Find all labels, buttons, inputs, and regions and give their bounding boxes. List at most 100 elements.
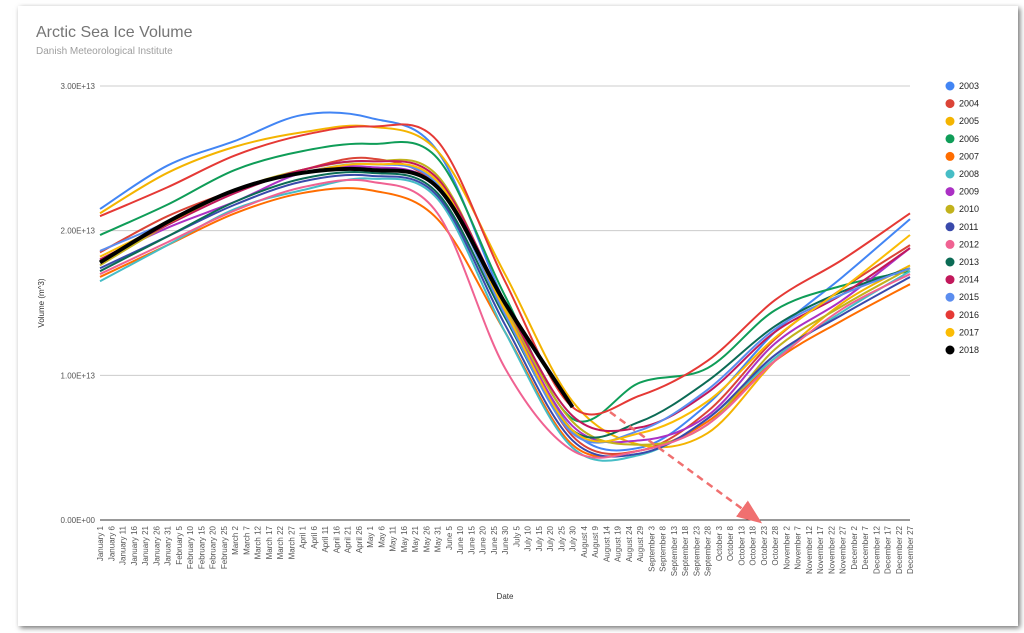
legend-marker-2003 <box>945 81 955 91</box>
x-tick-label: March 17 <box>265 525 274 559</box>
x-tick-label: August 24 <box>625 525 634 562</box>
x-tick-label: December 17 <box>884 525 893 574</box>
x-tick-label: August 4 <box>580 525 589 557</box>
legend-marker-2013 <box>945 257 955 267</box>
x-tick-label: March 22 <box>276 525 285 559</box>
legend-label-2005: 2005 <box>959 116 979 126</box>
x-tick-label: July 30 <box>569 525 578 551</box>
legend-marker-2016 <box>945 310 955 320</box>
x-tick-label: June 10 <box>456 525 465 554</box>
x-tick-label: January 1 <box>96 525 105 561</box>
x-tick-label: September 8 <box>659 525 668 571</box>
x-tick-label: October 23 <box>760 525 769 565</box>
legend-label-2006: 2006 <box>959 134 979 144</box>
x-tick-label: September 28 <box>704 525 713 576</box>
x-axis-title: Date <box>497 592 514 601</box>
legend-label-2008: 2008 <box>959 169 979 179</box>
x-tick-label: April 6 <box>310 525 319 548</box>
legend-marker-2005 <box>945 116 955 126</box>
x-tick-label: September 18 <box>681 525 690 576</box>
series-line-2008 <box>99 177 911 462</box>
legend-label-2007: 2007 <box>959 151 979 161</box>
x-tick-label: October 8 <box>726 525 735 561</box>
x-tick-label: June 20 <box>479 525 488 554</box>
x-tick-label: October 18 <box>749 525 758 565</box>
y-tick-label: 2.00E+13 <box>61 227 96 236</box>
series-line-2011 <box>99 173 911 458</box>
x-tick-label: April 16 <box>332 525 341 553</box>
x-tick-label: April 21 <box>344 525 353 553</box>
legend-label-2014: 2014 <box>959 275 979 285</box>
x-tick-label: July 25 <box>557 525 566 551</box>
x-tick-label: January 21 <box>141 525 150 565</box>
x-tick-label: April 11 <box>321 525 330 552</box>
series-line-2018 <box>98 166 575 409</box>
x-tick-label: July 20 <box>546 525 555 551</box>
x-tick-label: June 15 <box>467 525 476 554</box>
x-tick-label: April 26 <box>355 525 364 553</box>
x-tick-label: June 30 <box>501 525 510 554</box>
x-tick-label: January 26 <box>152 525 161 565</box>
x-tick-label: May 31 <box>434 525 443 552</box>
x-tick-label: July 10 <box>524 525 533 551</box>
x-tick-label: May 21 <box>411 525 420 552</box>
legend-marker-2004 <box>945 99 955 109</box>
x-tick-label: December 27 <box>906 525 915 574</box>
x-tick-label: September 3 <box>647 525 656 571</box>
x-tick-label: May 26 <box>422 525 431 552</box>
series-line-2016 <box>99 123 911 416</box>
x-tick-label: November 12 <box>805 525 814 574</box>
legend-label-2012: 2012 <box>959 239 979 249</box>
x-tick-label: February 5 <box>175 525 184 564</box>
annotation-arrow <box>609 410 763 524</box>
x-tick-label: May 1 <box>366 525 375 547</box>
x-tick-label: July 15 <box>535 525 544 551</box>
series-line-2013 <box>99 171 911 439</box>
x-tick-label: October 3 <box>715 525 724 561</box>
legend-marker-2015 <box>945 292 955 302</box>
x-tick-label: February 20 <box>209 525 218 569</box>
legend-label-2017: 2017 <box>959 327 979 337</box>
x-tick-label: November 27 <box>839 525 848 574</box>
x-tick-label: February 15 <box>197 525 206 569</box>
legend-label-2015: 2015 <box>959 292 979 302</box>
legend-marker-2011 <box>945 222 955 232</box>
x-tick-label: November 7 <box>794 525 803 569</box>
x-tick-label: January 16 <box>130 525 139 565</box>
y-tick-label: 1.00E+13 <box>61 371 96 380</box>
x-tick-label: October 13 <box>737 525 746 565</box>
legend-marker-2008 <box>945 169 955 179</box>
series-line-2005 <box>99 124 911 449</box>
legend-marker-2007 <box>945 151 955 161</box>
x-tick-label: September 13 <box>670 525 679 576</box>
x-tick-label: December 2 <box>850 525 859 569</box>
x-tick-label: January 11 <box>119 525 128 565</box>
x-tick-label: August 29 <box>636 525 645 562</box>
legend-marker-2010 <box>945 204 955 214</box>
x-tick-label: January 31 <box>164 525 173 565</box>
y-tick-label: 0.00E+00 <box>61 516 96 525</box>
x-tick-label: April 1 <box>299 525 308 548</box>
legend-label-2004: 2004 <box>959 99 979 109</box>
x-tick-label: March 12 <box>254 525 263 559</box>
x-tick-label: September 23 <box>692 525 701 576</box>
x-tick-label: November 17 <box>816 525 825 574</box>
chart-subtitle: Danish Meteorological Institute <box>36 46 173 57</box>
x-tick-label: March 2 <box>231 525 240 554</box>
legend-label-2016: 2016 <box>959 310 979 320</box>
x-tick-label: January 6 <box>107 525 116 561</box>
x-tick-label: May 11 <box>389 525 398 551</box>
y-tick-label: 3.00E+13 <box>61 82 96 91</box>
x-tick-label: December 22 <box>895 525 904 574</box>
legend-marker-2009 <box>945 187 955 197</box>
chart-title: Arctic Sea Ice Volume <box>36 24 193 41</box>
x-tick-label: December 7 <box>861 525 870 569</box>
x-tick-label: October 28 <box>771 525 780 565</box>
x-tick-label: June 5 <box>445 525 454 550</box>
series-line-2006 <box>99 141 911 423</box>
legend-label-2010: 2010 <box>959 204 979 214</box>
x-tick-label: August 9 <box>591 525 600 557</box>
legend-label-2003: 2003 <box>959 81 979 91</box>
series-line-2012 <box>99 178 911 459</box>
